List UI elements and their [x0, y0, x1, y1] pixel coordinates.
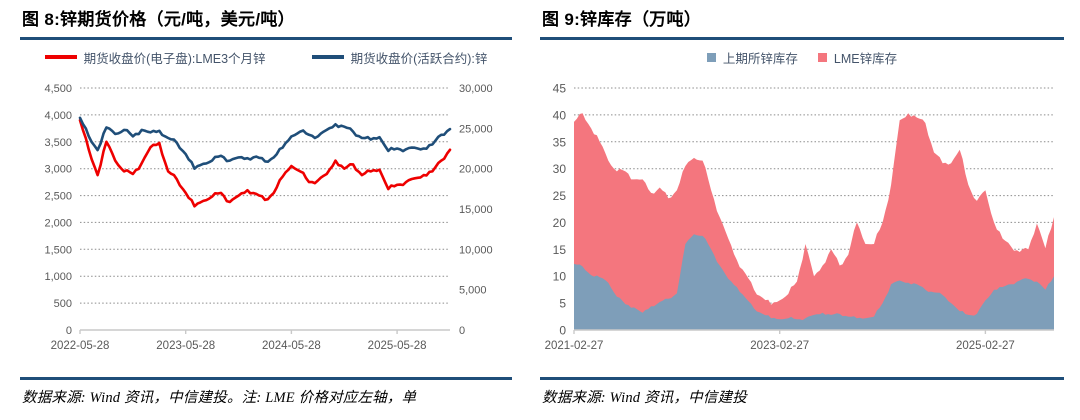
footer-divider-left: [20, 377, 512, 380]
legend-item-shfe-zinc-stock: 上期所锌库存: [706, 48, 798, 67]
footer-divider-right: [540, 377, 1064, 380]
svg-text:0: 0: [66, 325, 72, 337]
legend-label-shfe-zinc-stock: 上期所锌库存: [722, 51, 798, 66]
svg-text:2021-02-27: 2021-02-27: [545, 340, 604, 352]
panel-zinc-inventory: 图 9:锌库存（万吨） 上期所锌库存 LME锌库存 0 5 10 15 20 25 30 35…: [540, 8, 1064, 407]
svg-text:2023-05-28: 2023-05-28: [156, 340, 215, 352]
svg-text:2024-05-28: 2024-05-28: [262, 340, 321, 352]
zinc-price-line-chart: 0 500 1,000 1,500 2,000 2,500 3,000 3,500 4,000 4…: [44, 83, 493, 352]
svg-text:2025-02-27: 2025-02-27: [956, 340, 1015, 352]
legend-item-lme-zinc-stock: LME锌库存: [817, 48, 898, 67]
svg-text:0: 0: [459, 325, 465, 337]
svg-text:2025-05-28: 2025-05-28: [368, 340, 427, 352]
svg-text:30: 30: [553, 162, 567, 176]
svg-text:35: 35: [553, 135, 567, 149]
svg-text:45: 45: [553, 82, 567, 96]
svg-text:2022-05-28: 2022-05-28: [51, 340, 110, 352]
svg-text:2,500: 2,500: [44, 191, 72, 203]
legend-label-lme-3m-zinc: 期货收盘价(电子盘):LME3个月锌: [83, 51, 266, 66]
svg-text:1,000: 1,000: [44, 271, 72, 283]
legend-item-active-contract-zinc: 期货收盘价(活跃合约):锌: [311, 48, 488, 67]
legend-item-lme-3m-zinc: 期货收盘价(电子盘):LME3个月锌: [44, 48, 266, 67]
svg-text:25,000: 25,000: [459, 123, 493, 135]
svg-text:4,000: 4,000: [44, 110, 72, 122]
svg-text:3,500: 3,500: [44, 137, 72, 149]
svg-text:500: 500: [54, 298, 72, 310]
navy-line-swatch: [311, 55, 344, 59]
source-note-right: 数据来源: Wind 资讯，中信建投: [542, 390, 747, 406]
title-divider-right: [540, 37, 1064, 40]
svg-text:10: 10: [553, 270, 567, 284]
svg-text:20: 20: [553, 216, 567, 230]
red-line-swatch: [44, 55, 77, 59]
zinc-price-chart-title: 图 8:锌期货价格（元/吨，美元/吨）: [22, 10, 295, 29]
shfe-area-swatch: [706, 52, 716, 62]
zinc-inventory-area-chart: 0 5 10 15 20 25 30 35 40 45 2021-02-27 2023-02-27 20…: [545, 82, 1054, 352]
svg-text:40: 40: [553, 108, 567, 122]
svg-text:10,000: 10,000: [459, 244, 493, 256]
source-note-left: 数据来源: Wind 资讯，中信建投。注: LME 价格对应左轴，单: [22, 390, 417, 406]
svg-text:15: 15: [553, 243, 567, 257]
svg-text:2023-02-27: 2023-02-27: [750, 340, 809, 352]
svg-text:4,500: 4,500: [44, 83, 72, 95]
svg-text:5: 5: [559, 297, 566, 311]
svg-text:2,000: 2,000: [44, 217, 72, 229]
title-divider-left: [20, 37, 512, 40]
legend-label-active-contract-zinc: 期货收盘价(活跃合约):锌: [350, 51, 488, 66]
svg-text:25: 25: [553, 189, 567, 203]
panel-zinc-futures-price: 图 8:锌期货价格（元/吨，美元/吨） 期货收盘价(电子盘):LME3个月锌 期…: [20, 8, 512, 407]
legend-label-lme-zinc-stock: LME锌库存: [833, 51, 898, 66]
svg-text:15,000: 15,000: [459, 204, 493, 216]
svg-text:1,500: 1,500: [44, 244, 72, 256]
zinc-price-legend: 期货收盘价(电子盘):LME3个月锌 期货收盘价(活跃合约):锌: [20, 42, 512, 72]
svg-text:5,000: 5,000: [459, 285, 487, 297]
svg-text:30,000: 30,000: [459, 83, 493, 95]
svg-text:0: 0: [559, 324, 566, 338]
zinc-inventory-legend: 上期所锌库存 LME锌库存: [540, 42, 1064, 72]
zinc-inventory-chart-title: 图 9:锌库存（万吨）: [542, 10, 702, 29]
lme-area-swatch: [817, 52, 827, 62]
svg-text:20,000: 20,000: [459, 164, 493, 176]
svg-text:3,000: 3,000: [44, 164, 72, 176]
